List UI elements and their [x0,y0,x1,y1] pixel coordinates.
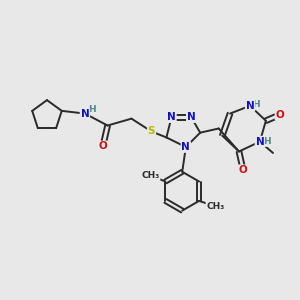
Text: CH₃: CH₃ [141,171,160,180]
Text: H: H [88,105,95,114]
Text: H: H [262,137,270,146]
Text: N: N [80,109,89,118]
Text: N: N [167,112,176,122]
Text: O: O [98,141,107,152]
Text: N: N [187,112,196,122]
Text: N: N [182,142,190,152]
Text: CH₃: CH₃ [206,202,225,211]
Text: S: S [148,127,155,136]
Text: N: N [246,101,254,111]
Text: N: N [256,136,264,147]
Text: O: O [239,165,248,175]
Text: H: H [252,100,260,109]
Text: O: O [275,110,284,120]
